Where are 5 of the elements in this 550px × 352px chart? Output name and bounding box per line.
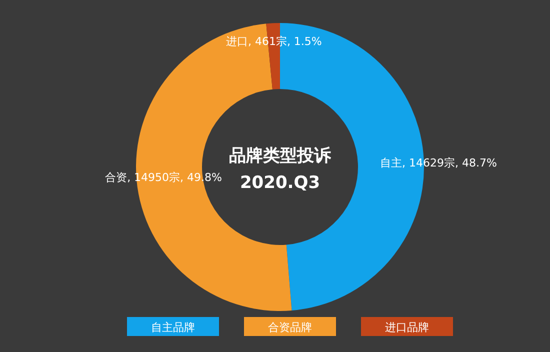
legend-label: 进口品牌: [385, 321, 429, 334]
text: 2020.Q3: [240, 173, 320, 193]
legend-label: 自主品牌: [151, 321, 195, 334]
legend-label: 合资品牌: [268, 321, 312, 334]
text: 品牌类型投诉: [229, 146, 332, 166]
